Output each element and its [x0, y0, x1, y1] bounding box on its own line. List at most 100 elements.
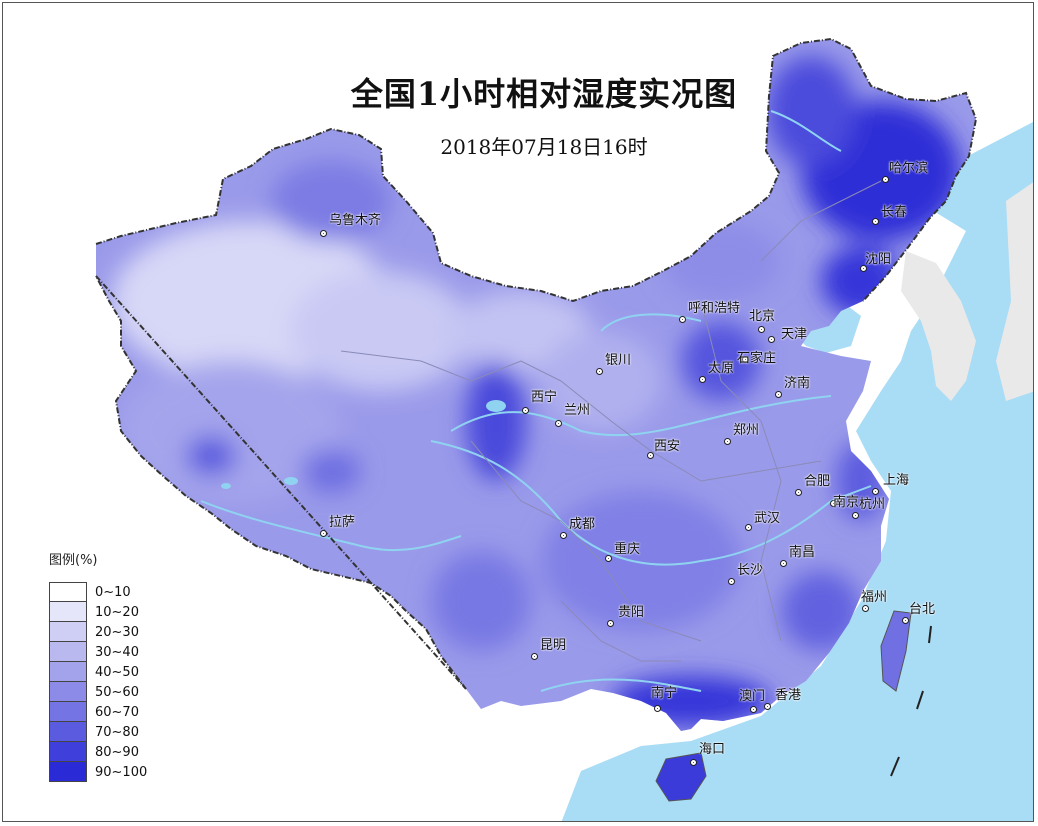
legend-swatch — [49, 642, 87, 662]
city-marker-icon — [764, 703, 771, 710]
city-marker-icon — [902, 617, 909, 624]
city-marker-icon — [654, 705, 661, 712]
legend-swatch — [49, 602, 87, 622]
legend-title: 图例(%) — [49, 553, 98, 568]
city-label: 济南 — [784, 376, 811, 391]
city-label: 石家庄 — [737, 351, 777, 366]
legend-item: 40~50 — [49, 662, 199, 682]
city-label: 南昌 — [789, 545, 816, 560]
city-label: 西宁 — [531, 390, 558, 405]
city-marker-icon — [647, 452, 654, 459]
legend-swatch — [49, 702, 87, 722]
city-label: 香港 — [775, 688, 802, 703]
city-marker-icon — [320, 530, 327, 537]
city-label: 南京 — [833, 495, 860, 510]
city-label: 北京 — [749, 309, 776, 324]
legend-item: 80~90 — [49, 742, 199, 762]
city-label: 银川 — [605, 353, 632, 368]
legend-swatch — [49, 682, 87, 702]
city-marker-icon — [690, 759, 697, 766]
legend-label: 60~70 — [95, 704, 139, 720]
city-marker-icon — [607, 620, 614, 627]
city-label: 兰州 — [564, 403, 591, 418]
city-marker-icon — [560, 532, 567, 539]
map-subtitle: 2018年07月18日16时 — [440, 135, 648, 159]
city-marker-icon — [758, 326, 765, 333]
city-marker-icon — [852, 512, 859, 519]
city-label: 西安 — [654, 439, 681, 454]
legend-item: 90~100 — [49, 762, 199, 782]
legend-swatch — [49, 582, 87, 602]
legend-label: 90~100 — [95, 764, 148, 780]
lake-small-2 — [221, 483, 231, 489]
legend-item: 70~80 — [49, 722, 199, 742]
city-label: 澳门 — [739, 689, 766, 704]
city-marker-icon — [742, 356, 749, 363]
legend-label: 50~60 — [95, 684, 139, 700]
legend-label: 20~30 — [95, 624, 139, 640]
legend-swatch — [49, 662, 87, 682]
city-marker-icon — [795, 489, 802, 496]
city-marker-icon — [728, 578, 735, 585]
city-marker-icon — [605, 555, 612, 562]
city-label: 台北 — [909, 602, 936, 617]
city-marker-icon — [768, 336, 775, 343]
legend-label: 0~10 — [95, 584, 131, 600]
city-marker-icon — [775, 391, 782, 398]
city-marker-icon — [320, 230, 327, 237]
legend: 图例(%) 0~10 10~20 20~30 30~40 40~50 50~60 60~70… — [49, 549, 199, 782]
legend-label: 80~90 — [95, 744, 139, 760]
legend-item: 0~10 — [49, 582, 199, 602]
qinghai-lake — [486, 400, 506, 412]
city-label: 昆明 — [540, 638, 567, 653]
city-label: 太原 — [708, 361, 735, 376]
city-marker-icon — [882, 176, 889, 183]
taiwan-island — [880, 610, 912, 692]
city-marker-icon — [555, 420, 562, 427]
legend-item: 10~20 — [49, 602, 199, 622]
province-boundaries — [340, 180, 882, 662]
legend-label: 30~40 — [95, 644, 139, 660]
legend-label: 40~50 — [95, 664, 139, 680]
city-marker-icon — [724, 438, 731, 445]
city-marker-icon — [860, 265, 867, 272]
river-lines — [200, 110, 872, 692]
legend-label: 10~20 — [95, 604, 139, 620]
city-marker-icon — [780, 560, 787, 567]
japan-islands — [996, 182, 1033, 401]
ocean-area — [561, 122, 1033, 821]
city-marker-icon — [522, 407, 529, 414]
city-label: 武汉 — [754, 511, 781, 526]
city-label: 郑州 — [733, 423, 760, 438]
city-label: 哈尔滨 — [889, 161, 929, 176]
city-marker-icon — [750, 706, 757, 713]
city-label: 沈阳 — [865, 252, 892, 267]
lake-small-1 — [284, 477, 298, 485]
map-title: 全国1小时相对湿度实况图 — [350, 75, 738, 113]
humidity-map — [95, 37, 1033, 821]
city-marker-icon — [745, 524, 752, 531]
legend-label: 70~80 — [95, 724, 139, 740]
city-label: 海口 — [699, 742, 726, 757]
city-label: 贵阳 — [618, 605, 645, 620]
city-label: 上海 — [883, 473, 910, 488]
city-marker-icon — [872, 218, 879, 225]
legend-item: 50~60 — [49, 682, 199, 702]
city-marker-icon — [872, 488, 879, 495]
legend-swatch — [49, 762, 87, 782]
city-label: 长沙 — [737, 563, 764, 578]
legend-swatch — [49, 622, 87, 642]
legend-item: 60~70 — [49, 702, 199, 722]
city-label: 乌鲁木齐 — [329, 213, 382, 228]
legend-item: 30~40 — [49, 642, 199, 662]
city-label: 重庆 — [614, 542, 641, 557]
korea-peninsula — [901, 251, 976, 401]
city-label: 福州 — [861, 590, 888, 605]
nine-dash-line — [890, 625, 932, 777]
legend-item: 20~30 — [49, 622, 199, 642]
city-label: 成都 — [569, 517, 596, 532]
city-marker-icon — [830, 500, 837, 507]
city-marker-icon — [699, 376, 706, 383]
national-border — [95, 37, 978, 690]
